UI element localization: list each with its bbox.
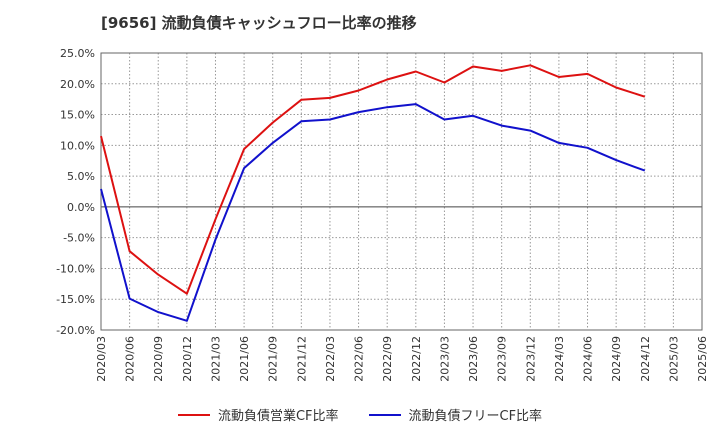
x-tick-label: 2023/09 — [496, 336, 509, 382]
y-tick-label: 0.0% — [67, 201, 95, 214]
x-tick-labels: 2020/03 2020/06 2020/09 2020/12 2021/03 2021/… — [95, 336, 709, 382]
legend-swatch-free-cf — [368, 413, 401, 416]
legend-label-free-cf: 流動負債フリーCF比率 — [408, 409, 543, 424]
gridlines — [101, 52, 702, 331]
legend-label-operating-cf: 流動負債営業CF比率 — [217, 409, 339, 424]
x-tick-label: 2022/09 — [381, 336, 394, 382]
series-line-1 — [100, 103, 646, 322]
x-tick-label: 2022/03 — [324, 336, 337, 382]
axes — [100, 52, 703, 331]
y-tick-label: 15.0% — [60, 109, 95, 122]
y-tick-label: 5.0% — [67, 170, 95, 183]
x-tick-label: 2022/12 — [410, 336, 423, 382]
x-tick-label: 2023/03 — [438, 336, 451, 382]
x-tick-label: 2023/12 — [524, 336, 537, 382]
x-tick-label: 2021/09 — [267, 336, 280, 382]
legend: 流動負債営業CF比率 流動負債フリーCF比率 — [0, 405, 720, 424]
x-tick-label: 2020/03 — [95, 336, 108, 382]
y-tick-label: -10.0% — [56, 262, 95, 275]
x-tick-label: 2020/12 — [181, 336, 194, 382]
legend-swatch-operating-cf — [177, 413, 210, 416]
plot-frame — [100, 52, 703, 331]
x-tick-label: 2023/06 — [467, 336, 480, 382]
x-tick-label: 2025/06 — [696, 336, 709, 382]
series-lines — [100, 64, 646, 322]
chart-title: [9656] 流動負債キャッシュフロー比率の推移 — [101, 14, 417, 32]
x-tick-label: 2024/03 — [553, 336, 566, 382]
x-tick-label: 2024/06 — [582, 336, 595, 382]
x-tick-label: 2021/03 — [209, 336, 222, 382]
legend-item-operating-cf: 流動負債営業CF比率 — [177, 405, 339, 424]
x-tick-label: 2021/06 — [238, 336, 251, 382]
x-tick-label: 2024/09 — [610, 336, 623, 382]
y-tick-labels: 25.0% 20.0% 15.0% 10.0% 5.0% 0.0% -5.0% -10.0% -… — [56, 47, 95, 337]
series-line-0 — [100, 64, 646, 295]
x-tick-label: 2021/12 — [295, 336, 308, 382]
legend-item-free-cf: 流動負債フリーCF比率 — [368, 405, 543, 424]
x-tick-label: 2020/09 — [152, 336, 165, 382]
y-tick-label: 20.0% — [60, 78, 95, 91]
y-tick-label: -5.0% — [63, 232, 95, 245]
x-tick-label: 2025/03 — [667, 336, 680, 382]
y-tick-label: -20.0% — [56, 324, 95, 337]
y-tick-label: -15.0% — [56, 293, 95, 306]
x-tick-label: 2022/06 — [353, 336, 366, 382]
y-tick-label: 10.0% — [60, 139, 95, 152]
x-tick-label: 2024/12 — [639, 336, 652, 382]
x-tick-label: 2020/06 — [124, 336, 137, 382]
y-tick-label: 25.0% — [60, 47, 95, 60]
